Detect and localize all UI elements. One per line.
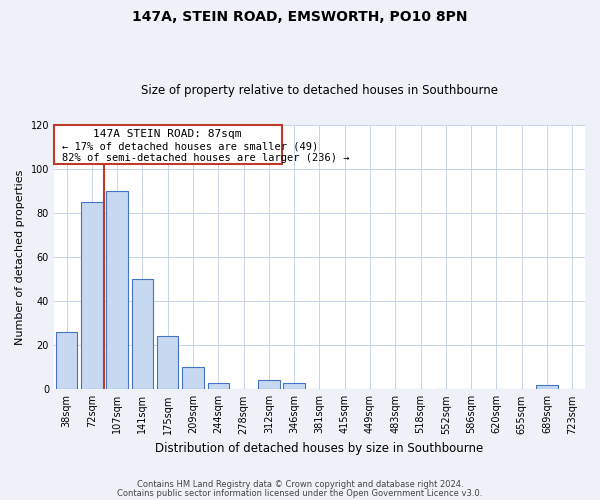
Bar xyxy=(283,382,305,390)
Title: Size of property relative to detached houses in Southbourne: Size of property relative to detached ho… xyxy=(141,84,498,97)
Bar xyxy=(258,380,280,390)
Text: Contains public sector information licensed under the Open Government Licence v3: Contains public sector information licen… xyxy=(118,490,482,498)
Y-axis label: Number of detached properties: Number of detached properties xyxy=(15,169,25,344)
Bar xyxy=(208,382,229,390)
FancyBboxPatch shape xyxy=(54,124,281,164)
Bar xyxy=(81,202,103,390)
Text: 147A, STEIN ROAD, EMSWORTH, PO10 8PN: 147A, STEIN ROAD, EMSWORTH, PO10 8PN xyxy=(132,10,468,24)
Bar xyxy=(536,385,558,390)
Bar xyxy=(56,332,77,390)
Text: Contains HM Land Registry data © Crown copyright and database right 2024.: Contains HM Land Registry data © Crown c… xyxy=(137,480,463,489)
Bar xyxy=(131,279,153,390)
X-axis label: Distribution of detached houses by size in Southbourne: Distribution of detached houses by size … xyxy=(155,442,484,455)
Bar xyxy=(106,190,128,390)
Text: 147A STEIN ROAD: 87sqm: 147A STEIN ROAD: 87sqm xyxy=(94,129,242,139)
Text: ← 17% of detached houses are smaller (49): ← 17% of detached houses are smaller (49… xyxy=(62,141,318,151)
Bar xyxy=(182,367,204,390)
Bar xyxy=(157,336,178,390)
Text: 82% of semi-detached houses are larger (236) →: 82% of semi-detached houses are larger (… xyxy=(62,153,349,163)
